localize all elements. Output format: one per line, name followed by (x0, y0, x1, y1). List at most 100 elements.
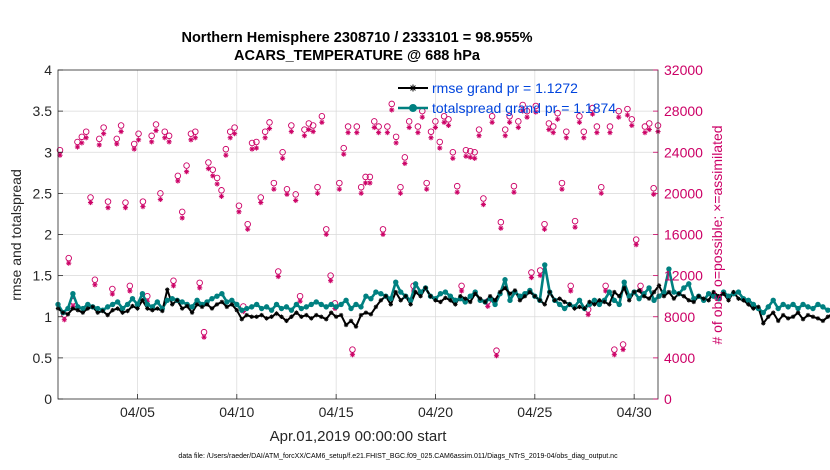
totalspread-point (169, 295, 175, 302)
asterisk-stroke (551, 130, 556, 135)
totalspread-point (467, 293, 473, 299)
asterisk-stroke (376, 130, 381, 135)
obs-assimilated-point (166, 139, 172, 145)
rmse-point (70, 306, 76, 311)
asterisk-stroke (254, 314, 259, 319)
asterisk-stroke (463, 154, 469, 159)
totalspread-point (770, 297, 776, 303)
obs-possible-point (384, 123, 391, 130)
totalspread-point (636, 295, 642, 302)
obs-assimilated-point (345, 130, 351, 136)
obs-assimilated-point (341, 151, 347, 157)
asterisk-stroke (153, 128, 159, 133)
totalspread-point (229, 297, 235, 303)
asterisk-stroke (572, 225, 578, 230)
asterisk-stroke (85, 306, 90, 311)
totalspread-point (109, 301, 116, 308)
obs-assimilated-point (319, 119, 325, 125)
obs-possible-point (427, 128, 435, 135)
totalspread-point (219, 291, 225, 297)
asterisk-stroke (259, 313, 264, 317)
asterisk-stroke (100, 309, 105, 313)
totalspread-point (800, 301, 806, 308)
asterisk-stroke (115, 306, 120, 311)
obs-possible-point (589, 104, 596, 112)
totalspread-point (114, 299, 121, 305)
chart-title-line1: Northern Hemisphere 2308710 / 2333101 = … (181, 30, 532, 46)
totalspread-point (760, 309, 766, 316)
rmse-point (80, 310, 86, 315)
asterisk-stroke (413, 290, 418, 294)
obs-assimilated-point (175, 178, 181, 184)
totalspread-point (194, 297, 200, 303)
obs-assimilated-point (74, 144, 81, 150)
totalspread-point (407, 297, 414, 303)
rmse-point (463, 296, 468, 301)
obs-assimilated-point (153, 127, 159, 134)
totalspread-point (258, 305, 265, 312)
obs-assimilated-point (629, 122, 635, 129)
obs-assimilated-point (594, 130, 600, 136)
asterisk-stroke (424, 186, 429, 192)
obs-assimilated-point (489, 119, 495, 125)
rmse-point (264, 316, 269, 321)
asterisk-stroke (806, 313, 810, 317)
obs-possible-point (270, 179, 278, 187)
obs-assimilated-point (314, 190, 321, 196)
totalspread-point (378, 291, 384, 297)
rmse-point (477, 296, 483, 301)
totalspread-point (616, 301, 622, 308)
rmse-point (199, 304, 205, 310)
x-axis-label: Apr.01,2019 00:00:00 start (270, 428, 448, 445)
obs-possible-point (593, 123, 601, 130)
asterisk-stroke (284, 192, 290, 197)
totalspread-point (129, 295, 136, 302)
asterisk-stroke (585, 312, 591, 317)
asterisk-stroke (350, 352, 355, 357)
asterisk-stroke (542, 302, 547, 307)
obs-assimilated-point (170, 283, 177, 289)
legend: rmse grand pr = 1.1272 totalspread grand… (398, 80, 616, 116)
obs-assimilated-point (310, 128, 316, 135)
rmse-point (537, 298, 542, 303)
obs-possible-point (309, 122, 317, 129)
rmse-point (393, 289, 398, 295)
obs-possible-point (157, 190, 164, 197)
asterisk-stroke (170, 302, 175, 307)
asterisk-stroke (369, 312, 373, 317)
totalspread-point (780, 301, 786, 308)
asterisk-stroke (581, 135, 586, 140)
totalspread-point (815, 301, 821, 308)
rmse-point (636, 288, 642, 293)
rmse-point (289, 314, 294, 319)
asterisk-stroke (140, 204, 146, 209)
asterisk-stroke (344, 323, 348, 327)
asterisk-stroke (393, 140, 399, 146)
rmse-point (780, 312, 786, 318)
asterisk-stroke (473, 291, 478, 296)
totalspread-point (119, 305, 126, 312)
totalspread-point (179, 299, 185, 305)
asterisk-stroke (791, 314, 795, 319)
asterisk-stroke (84, 135, 89, 140)
totalspread-point (328, 301, 334, 308)
rmse-point (100, 308, 105, 314)
obs-possible-point (549, 123, 557, 130)
asterisk-stroke (345, 130, 351, 135)
obs-assimilated-point (546, 126, 552, 133)
rmse-point (338, 312, 344, 318)
asterisk-stroke (597, 298, 602, 303)
obs-assimilated-point (541, 226, 548, 232)
obs-assimilated-point (92, 282, 98, 288)
asterisk-stroke (472, 156, 477, 161)
asterisk-stroke (746, 302, 751, 307)
obs-possible-point (598, 183, 605, 191)
asterisk-stroke (110, 308, 115, 313)
obs-assimilated-point (480, 201, 486, 208)
totalspread-point (303, 304, 310, 310)
totalspread-point (502, 277, 508, 283)
obs-possible-point (135, 130, 142, 137)
asterisk-stroke (284, 318, 289, 323)
asterisk-stroke (380, 232, 386, 237)
asterisk-stroke (607, 302, 612, 307)
